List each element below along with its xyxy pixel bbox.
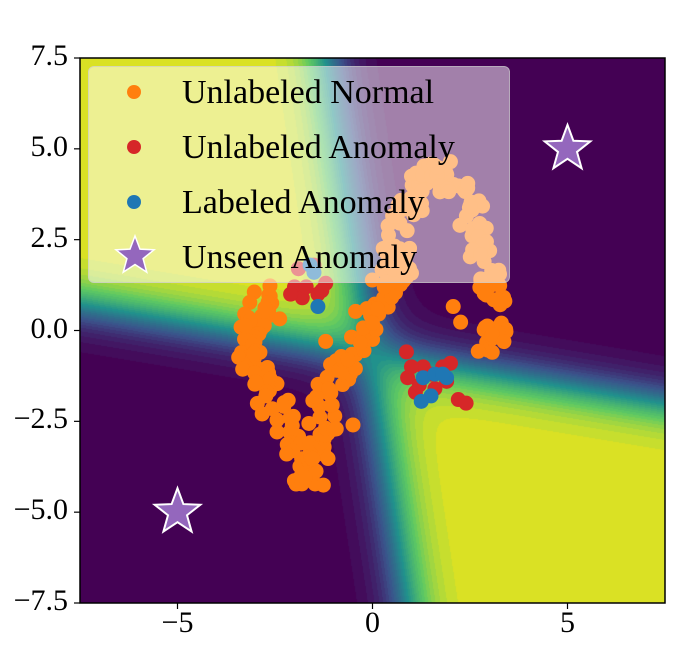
normal-point (305, 451, 321, 467)
normal-point (497, 293, 513, 309)
normal-point (352, 335, 368, 351)
legend: Unlabeled Normal Unlabeled Anomaly Label… (88, 66, 510, 283)
labeled-anomaly-point (435, 366, 451, 382)
normal-point (345, 417, 361, 433)
y-tick-label: −5.0 (13, 493, 68, 527)
normal-point (242, 294, 258, 310)
legend-item-labeled-anomaly: Labeled Anomaly (89, 181, 509, 237)
labeled-anomaly-point (310, 299, 326, 315)
normal-point (453, 314, 469, 330)
normal-point (376, 279, 392, 295)
normal-point (279, 446, 295, 462)
x-tick-label: 0 (365, 606, 380, 639)
unlabeled-anomaly-point (458, 395, 474, 411)
normal-point (321, 381, 337, 397)
normal-point (340, 352, 356, 368)
labeled-anomaly-point (413, 393, 429, 409)
unlabeled-anomaly-point (404, 359, 419, 375)
normal-point (484, 327, 500, 343)
legend-marker-orange-dot (127, 85, 141, 99)
normal-point (318, 333, 334, 349)
normal-point (269, 412, 285, 428)
normal-point (370, 301, 386, 317)
unseen-anomaly-star (541, 121, 594, 171)
normal-point (285, 408, 301, 424)
normal-point (323, 397, 339, 413)
legend-item-unlabeled-anomaly: Unlabeled Anomaly (89, 126, 509, 182)
normal-point (237, 318, 253, 334)
legend-label: Labeled Anomaly (182, 184, 425, 221)
legend-item-unseen-anomaly: Unseen Anomaly (89, 233, 509, 292)
normal-point (484, 344, 500, 360)
unlabeled-anomaly-point (283, 286, 299, 302)
y-tick-label: 2.5 (30, 220, 69, 254)
normal-point (496, 334, 512, 350)
normal-point (231, 349, 247, 365)
normal-point (276, 398, 292, 414)
normal-point (297, 469, 313, 485)
normal-point (254, 406, 270, 422)
x-tick-label: −5 (161, 606, 194, 639)
unlabeled-anomaly-point (314, 283, 330, 299)
normal-point (272, 311, 288, 327)
legend-label: Unlabeled Anomaly (182, 129, 455, 166)
legend-label: Unseen Anomaly (182, 239, 418, 276)
legend-star-icon (113, 233, 157, 274)
normal-point (365, 315, 380, 331)
normal-point (478, 287, 494, 303)
normal-point (235, 361, 251, 377)
normal-point (445, 299, 461, 315)
labeled-anomaly-point (415, 370, 431, 386)
tick-marks (74, 57, 569, 609)
normal-point (312, 409, 328, 425)
normal-point (301, 415, 317, 431)
legend-marker-red-dot (127, 140, 141, 154)
unseen-anomaly-star (151, 485, 204, 534)
normal-point (359, 301, 375, 317)
normal-point (328, 421, 344, 437)
normal-point (258, 388, 274, 404)
normal-point (257, 300, 273, 316)
legend-item-unlabeled-normal: Unlabeled Normal (89, 71, 509, 127)
legend-label: Unlabeled Normal (182, 74, 435, 111)
normal-point (269, 424, 285, 440)
y-tick-label: 5.0 (30, 129, 69, 163)
normal-point (302, 435, 318, 451)
normal-point (320, 451, 336, 467)
normal-point (246, 345, 262, 361)
y-tick-label: 0.0 (30, 311, 69, 345)
legend-marker-blue-dot (127, 195, 141, 209)
y-tick-label: 7.5 (30, 39, 69, 72)
normal-point (315, 477, 331, 493)
normal-point (248, 374, 264, 390)
y-tick-label: −2.5 (13, 402, 68, 436)
normal-point (348, 303, 364, 319)
unlabeled-anomaly-point (298, 279, 314, 295)
unlabeled-anomaly-point (398, 344, 414, 360)
y-tick-label: −7.5 (13, 584, 68, 617)
normal-point (470, 343, 486, 359)
x-tick-label: 5 (560, 606, 575, 639)
